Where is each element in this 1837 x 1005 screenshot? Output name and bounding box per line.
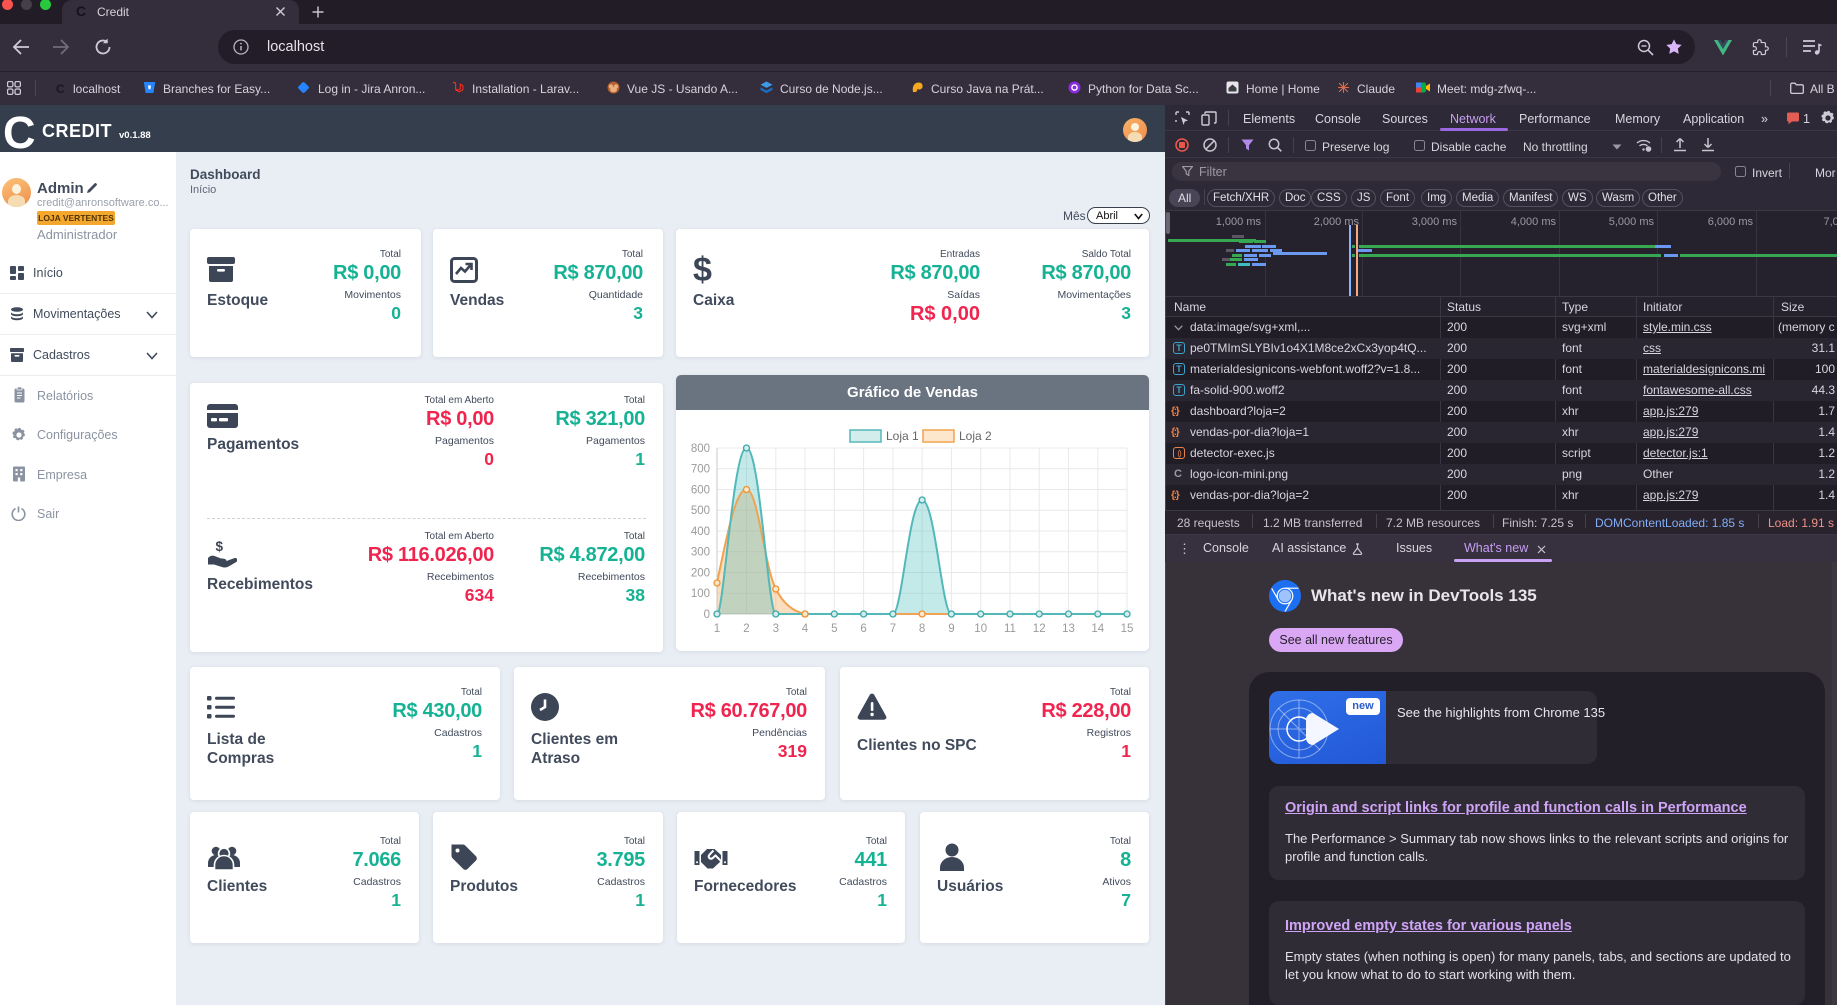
svg-text:700: 700 (691, 464, 710, 476)
svg-text:12: 12 (1033, 623, 1046, 635)
svg-text:400: 400 (691, 526, 710, 538)
svg-text:9: 9 (948, 623, 954, 635)
svg-text:2: 2 (743, 623, 749, 635)
svg-text:800: 800 (691, 443, 710, 455)
svg-text:500: 500 (691, 505, 710, 517)
svg-text:1: 1 (714, 623, 720, 635)
svg-text:300: 300 (691, 547, 710, 559)
svg-text:11: 11 (1004, 623, 1016, 635)
svg-text:13: 13 (1062, 623, 1075, 635)
svg-text:10: 10 (974, 623, 987, 635)
svg-text:Loja 1: Loja 1 (886, 429, 919, 443)
svg-text:$: $ (216, 539, 224, 554)
svg-text:0: 0 (704, 609, 710, 621)
svg-text:600: 600 (691, 485, 710, 497)
svg-text:5: 5 (831, 623, 837, 635)
svg-text:6: 6 (860, 623, 866, 635)
svg-text:7: 7 (890, 623, 896, 635)
svg-text:14: 14 (1091, 623, 1104, 635)
svg-text:Loja 2: Loja 2 (959, 429, 992, 443)
svg-text:3: 3 (773, 623, 779, 635)
svg-text:15: 15 (1121, 623, 1134, 635)
svg-text:4: 4 (802, 623, 809, 635)
svg-text:8: 8 (919, 623, 925, 635)
svg-text:200: 200 (691, 568, 710, 580)
svg-text:100: 100 (691, 588, 710, 600)
